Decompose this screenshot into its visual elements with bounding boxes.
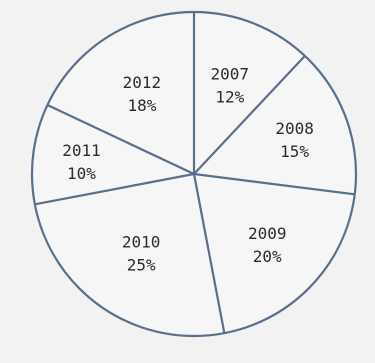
slice-divider-2009: [193, 172, 355, 196]
slice-label-year-2009: 2009: [248, 224, 287, 243]
slice-label-percent-2012: 18%: [127, 96, 156, 115]
slice-label-percent-2010: 25%: [127, 256, 156, 275]
slice-divider-2010: [192, 173, 226, 334]
slice-divider-2012: [46, 104, 195, 175]
slice-label-percent-2007: 12%: [215, 88, 244, 107]
slice-label-year-2010: 2010: [122, 233, 161, 252]
slice-label-percent-2008: 15%: [280, 142, 309, 161]
slice-label-year-2012: 2012: [123, 73, 162, 92]
slice-label-year-2008: 2008: [275, 119, 314, 138]
slice-divider-2008: [193, 55, 306, 175]
pie-outline: [30, 10, 358, 338]
pie-slice-2011: [32, 105, 195, 205]
slice-label-year-2007: 2007: [211, 65, 250, 84]
pie-slice-2010: [34, 174, 225, 336]
pie-slice-2007: [194, 12, 305, 174]
pie-slice-2009: [194, 174, 355, 334]
slice-label-year-2011: 2011: [62, 141, 101, 160]
slice-label-percent-2011: 10%: [67, 164, 96, 183]
pie-slice-2008: [194, 55, 356, 195]
pie-slice-2012: [47, 12, 195, 174]
slice-divider-2011: [34, 172, 195, 206]
slice-label-percent-2009: 20%: [253, 247, 282, 266]
